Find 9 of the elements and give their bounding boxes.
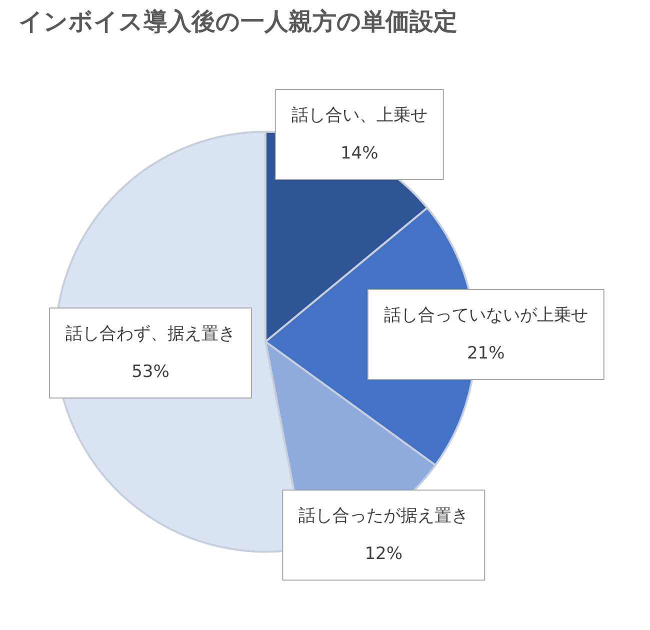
chart-title: インボイス導入後の一人親方の単価設定 xyxy=(18,8,458,36)
slice-label: 話し合い、上乗せ xyxy=(291,105,428,126)
data-label: 21% xyxy=(467,344,505,364)
slice-label: 話し合わず、据え置き xyxy=(66,324,236,344)
data-label: 53% xyxy=(132,362,170,382)
data-label: 14% xyxy=(340,143,378,164)
slice-label: 話し合ったが据え置き xyxy=(298,506,469,526)
slice-label: 話し合っていないが上乗せ xyxy=(384,306,588,326)
data-label: 12% xyxy=(364,544,403,564)
